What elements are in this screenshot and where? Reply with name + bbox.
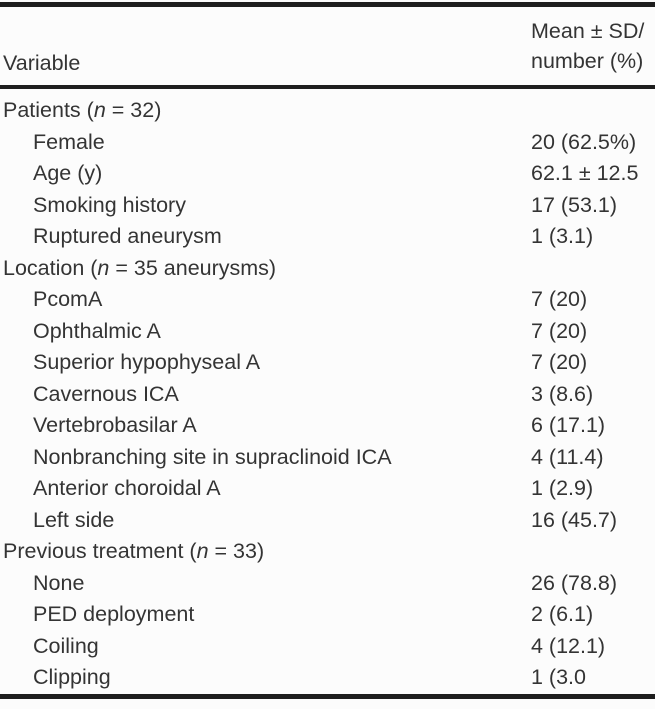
row-label: Smoking history: [33, 192, 186, 217]
row-label: PED deployment: [33, 602, 195, 627]
row-value: 7 (20): [531, 287, 588, 312]
row-value: 1 (2.9): [531, 476, 594, 501]
table-header: Variable Mean ± SD/ number (%): [0, 7, 655, 85]
row-value: 17 (53.1): [531, 192, 618, 217]
row-value: 6 (17.1): [531, 413, 606, 438]
table-row: Ophthalmic A 7 (20): [0, 316, 655, 348]
row-label: Vertebrobasilar A: [33, 413, 197, 438]
row-label: Cavernous ICA: [33, 381, 179, 406]
row-value: 26 (78.8): [531, 570, 618, 595]
table-row: Cavernous ICA 3 (8.6): [0, 379, 655, 411]
section-label: Location (n = 35 aneurysms): [3, 255, 277, 280]
section-row-location: Location (n = 35 aneurysms): [0, 253, 655, 285]
table-bottom-rule: [0, 694, 655, 699]
table-row: Coiling 4 (12.1): [0, 631, 655, 663]
section-label: Previous treatment (n = 33): [3, 539, 265, 564]
table-body: Patients (n = 32) Female 20 (62.5%) Age …: [0, 95, 655, 694]
table-row: Clipping 1 (3.0: [0, 662, 655, 694]
row-value: 4 (11.4): [531, 444, 604, 469]
row-value: 7 (20): [531, 318, 588, 343]
row-label: PcomA: [33, 287, 103, 312]
table-row: Ruptured aneurysm 1 (3.1): [0, 221, 655, 253]
row-label: Ophthalmic A: [33, 318, 161, 343]
section-row-patients: Patients (n = 32): [0, 95, 655, 127]
row-value: 20 (62.5%): [531, 129, 637, 154]
row-value: 16 (45.7): [531, 507, 618, 532]
row-label: Age (y): [33, 161, 103, 186]
table-row: PcomA 7 (20): [0, 284, 655, 316]
table-row: Age (y) 62.1 ± 12.5: [0, 158, 655, 190]
row-label: None: [33, 570, 85, 595]
column-header-variable: Variable: [3, 51, 81, 75]
row-label: Female: [33, 129, 105, 154]
section-row-previous-treatment: Previous treatment (n = 33): [0, 536, 655, 568]
table-row: Anterior choroidal A 1 (2.9): [0, 473, 655, 505]
row-value: 1 (3.0: [531, 665, 586, 690]
table-header-rule: [0, 85, 655, 89]
table-row: Left side 16 (45.7): [0, 505, 655, 537]
row-label: Anterior choroidal A: [33, 476, 221, 501]
column-header-value-line2: number (%): [531, 49, 644, 73]
row-label: Ruptured aneurysm: [33, 224, 222, 249]
row-value: 62.1 ± 12.5: [531, 161, 639, 186]
row-label: Superior hypophyseal A: [33, 350, 261, 375]
column-header-value: Mean ± SD/ number (%): [531, 16, 644, 76]
table-row: PED deployment 2 (6.1): [0, 599, 655, 631]
table-row: Superior hypophyseal A 7 (20): [0, 347, 655, 379]
row-label: Nonbranching site in supraclinoid ICA: [33, 444, 392, 469]
table-row: Nonbranching site in supraclinoid ICA 4 …: [0, 442, 655, 474]
table-top-rule: [0, 2, 655, 7]
table-row: Female 20 (62.5%): [0, 127, 655, 159]
table-row: None 26 (78.8): [0, 568, 655, 600]
row-label: Left side: [33, 507, 115, 532]
table-row: Vertebrobasilar A 6 (17.1): [0, 410, 655, 442]
row-value: 4 (12.1): [531, 633, 606, 658]
row-value: 2 (6.1): [531, 602, 594, 627]
row-value: 3 (8.6): [531, 381, 594, 406]
section-label: Patients (n = 32): [3, 98, 162, 123]
row-value: 1 (3.1): [531, 224, 594, 249]
table-row: Smoking history 17 (53.1): [0, 190, 655, 222]
column-header-value-line1: Mean ± SD/: [531, 19, 645, 43]
row-label: Coiling: [33, 633, 99, 658]
row-value: 7 (20): [531, 350, 588, 375]
row-label: Clipping: [33, 665, 111, 690]
